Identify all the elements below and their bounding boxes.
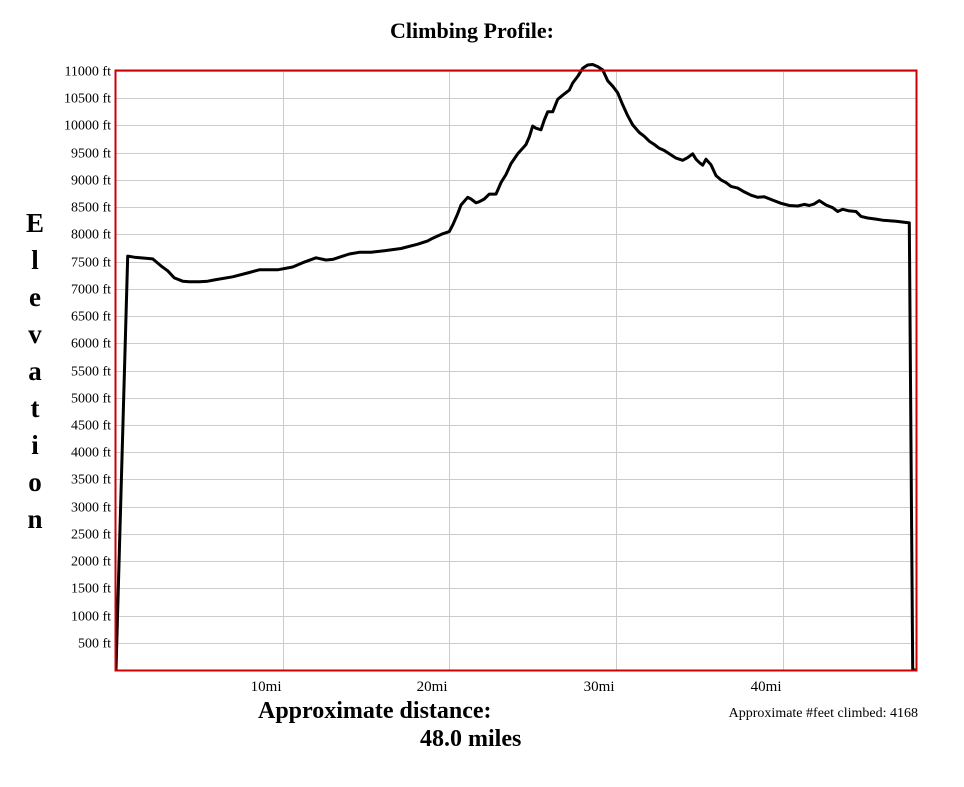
y-axis-label-letter: o: [28, 467, 42, 497]
y-axis-label-letter: i: [31, 430, 39, 460]
y-tick-label: 1000 ft: [71, 610, 111, 625]
y-axis-label-letter: v: [28, 319, 42, 349]
y-tick-label: 4000 ft: [71, 446, 111, 461]
y-tick-label: 1500 ft: [71, 582, 111, 597]
y-tick-label: 9000 ft: [71, 174, 111, 189]
y-tick-labels: 500 ft 1000 ft 1500 ft 2000 ft 2500 ft 3000 f…: [64, 65, 111, 652]
x-axis-label: Approximate distance:: [258, 698, 492, 724]
y-tick-label: 5500 ft: [71, 365, 111, 380]
y-tick-label: 11000 ft: [64, 65, 111, 80]
y-tick-label: 4500 ft: [71, 419, 111, 434]
y-tick-label: 9500 ft: [71, 147, 111, 162]
y-tick-label: 3000 ft: [71, 501, 111, 516]
y-tick-label: 7000 ft: [71, 283, 111, 298]
grid-lines: [116, 71, 916, 670]
y-axis-label-letter: l: [31, 245, 39, 275]
x-tick-label: 30mi: [584, 679, 615, 695]
y-axis-label-letter: a: [28, 356, 42, 386]
total-distance: 48.0 miles: [420, 726, 522, 752]
x-tick-label: 40mi: [751, 679, 782, 695]
elevation-line: [114, 63, 916, 672]
elevation-series: [114, 63, 916, 672]
feet-climbed-note: Approximate #feet climbed: 4168: [728, 706, 918, 721]
y-axis-label-letter: n: [27, 504, 43, 534]
y-tick-label: 5000 ft: [71, 392, 111, 407]
y-tick-label: 6500 ft: [71, 310, 111, 325]
y-tick-label: 7500 ft: [71, 256, 111, 271]
y-tick-label: 500 ft: [78, 637, 111, 652]
y-tick-label: 10000 ft: [64, 119, 111, 134]
chart-title: Climbing Profile:: [390, 18, 554, 43]
y-axis-label-letter: E: [25, 208, 44, 238]
y-tick-label: 8000 ft: [71, 228, 111, 243]
y-tick-label: 2000 ft: [71, 555, 111, 570]
x-tick-label: 20mi: [417, 679, 448, 695]
y-tick-label: 6000 ft: [71, 337, 111, 352]
y-tick-label: 2500 ft: [71, 528, 111, 543]
x-tick-label: 10mi: [251, 679, 282, 695]
y-tick-label: 3500 ft: [71, 473, 111, 488]
y-axis-label-letter: t: [30, 393, 40, 423]
y-axis-label-letter: e: [29, 282, 41, 312]
y-tick-label: 10500 ft: [64, 92, 111, 107]
plot-border: [114, 69, 918, 672]
y-tick-label: 8500 ft: [71, 201, 111, 216]
x-tick-labels: 10mi 20mi 30mi 40mi: [251, 679, 782, 695]
